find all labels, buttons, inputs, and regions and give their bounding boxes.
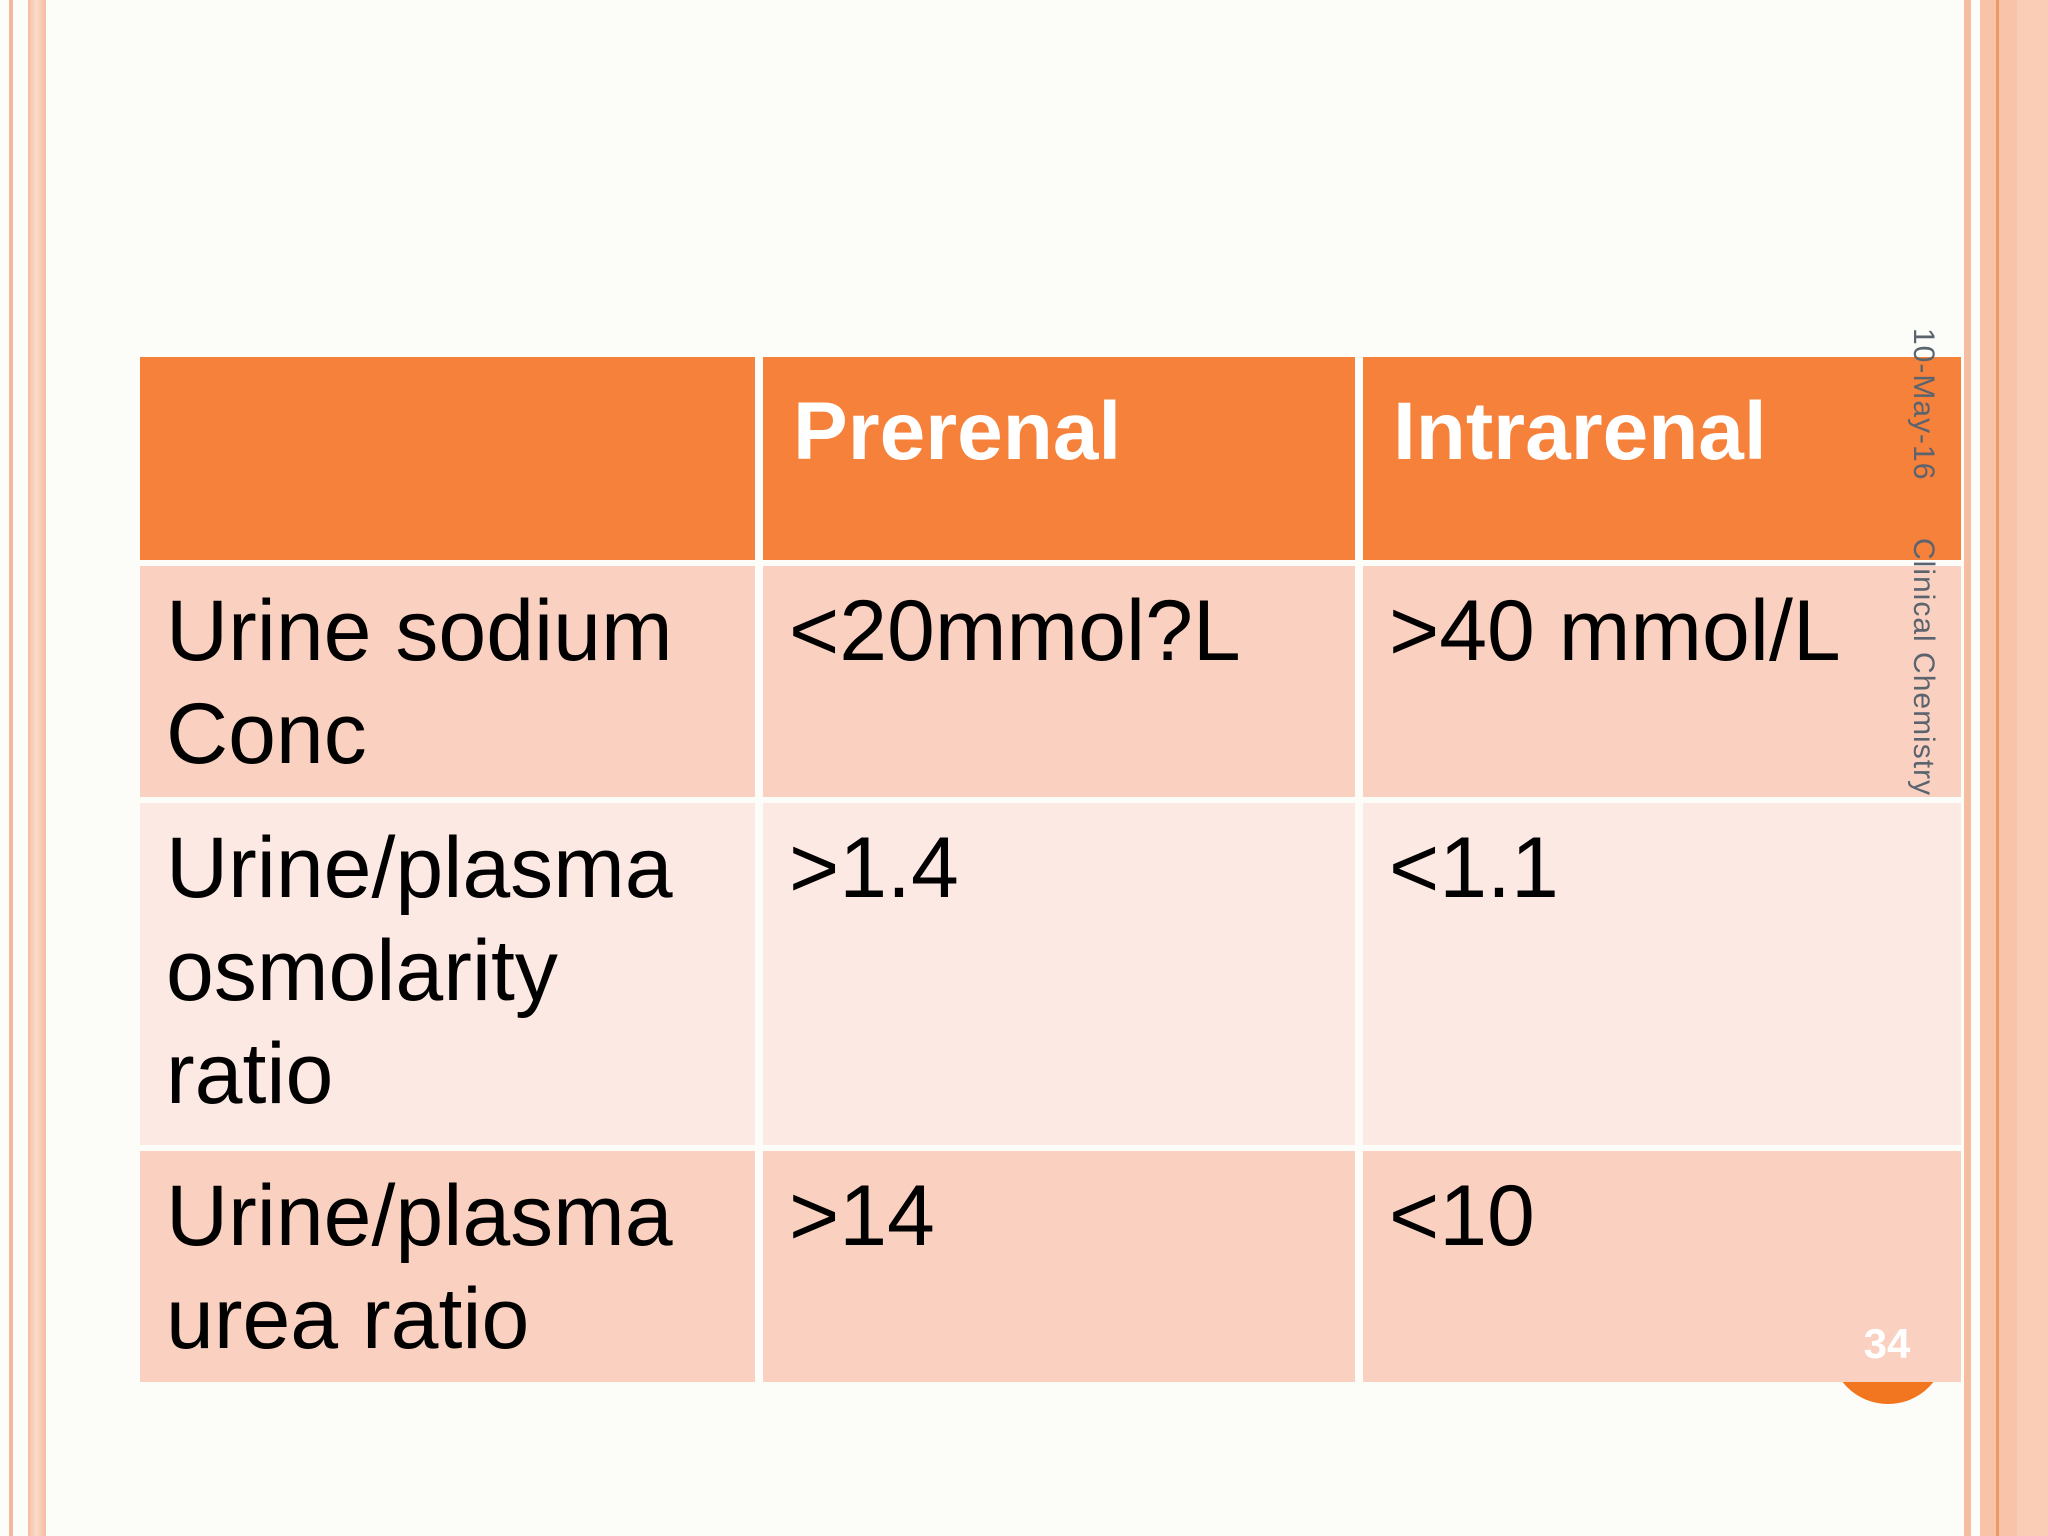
right-border-accent-line [1996, 0, 1999, 1536]
left-border-stripe-thin [9, 0, 13, 1536]
cell-row3-label: Urine/plasma urea ratio [140, 1151, 755, 1382]
header-cell-intrarenal: Intrarenal [1363, 357, 1961, 560]
cell-row2-intrarenal: <1.1 [1363, 803, 1961, 1145]
page-number: 34 [1863, 1320, 1911, 1367]
right-border-stripe-outer [2017, 0, 2048, 1536]
comparison-table: Prerenal Intrarenal Urine sodium Conc <2… [140, 357, 1961, 1382]
cell-row3-intrarenal: <10 [1363, 1151, 1961, 1382]
cell-row1-intrarenal: >40 mmol/L [1363, 566, 1961, 797]
sidebar-course-text: Clinical Chemistry [1907, 538, 1940, 797]
cell-row2-prerenal: >1.4 [763, 803, 1355, 1145]
header-cell-prerenal: Prerenal [763, 357, 1355, 560]
header-cell-blank [140, 357, 755, 560]
cell-row2-label: Urine/plasma osmolarity ratio [140, 803, 755, 1145]
cell-row1-prerenal: <20mmol?L [763, 566, 1355, 797]
right-border-stripe-inner [1964, 0, 1971, 1536]
cell-row3-prerenal: >14 [763, 1151, 1355, 1382]
cell-row1-label: Urine sodium Conc [140, 566, 755, 797]
left-border-stripe-wide [28, 0, 46, 1536]
sidebar-date-text: 10-May-16 [1907, 328, 1940, 481]
